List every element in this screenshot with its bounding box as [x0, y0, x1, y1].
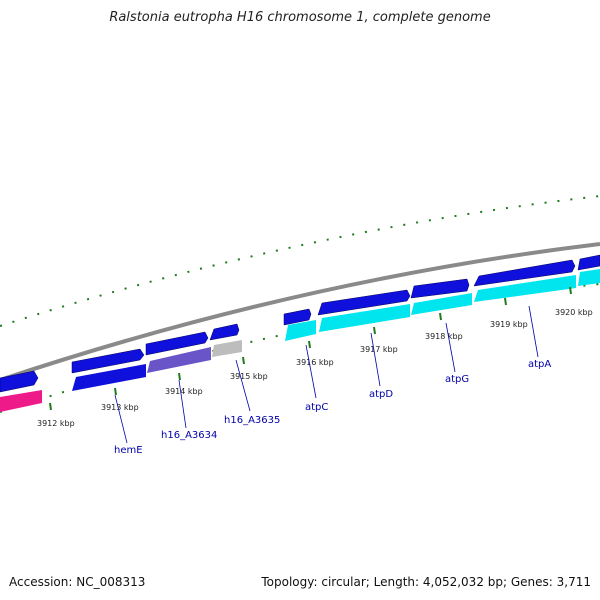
kbp-label: 3918 kbp [425, 332, 463, 341]
gene-label-hemE[interactable]: hemE [114, 445, 143, 456]
gene-arrow[interactable] [71, 348, 145, 374]
kbp-label: 3915 kbp [230, 372, 268, 381]
gene-label-atpG[interactable]: atpG [445, 374, 469, 385]
gene-arrow-purple[interactable] [147, 347, 211, 373]
gene-arrow[interactable] [283, 308, 312, 326]
gene-leader-lines [114, 305, 539, 444]
kbp-label: 3912 kbp [37, 419, 75, 428]
gene-arrow-cyan[interactable] [411, 293, 472, 315]
gene-label-h16-a3635[interactable]: h16_A3635 [224, 415, 280, 426]
accession-text: Accession: NC_008313 [9, 575, 146, 589]
kbp-label: 3914 kbp [165, 387, 203, 396]
outer-tick-ring [0, 195, 600, 327]
kbp-label: 3917 kbp [360, 345, 398, 354]
reverse-strand-genes [0, 269, 600, 412]
gene-arrow[interactable] [473, 259, 576, 287]
gene-arrow[interactable] [317, 289, 411, 316]
gene-arrow-cyan[interactable] [474, 275, 576, 302]
genome-backbone [0, 242, 600, 382]
gene-arrow[interactable] [0, 370, 39, 393]
kbp-label: 3916 kbp [296, 358, 334, 367]
gene-arrow-cyan[interactable] [319, 304, 410, 332]
gene-arrow-magenta[interactable] [0, 390, 42, 412]
genome-summary-text: Topology: circular; Length: 4,052,032 bp… [261, 575, 591, 589]
kbp-label: 3920 kbp [555, 308, 593, 317]
gene-arrow[interactable] [72, 364, 146, 391]
map-title: Ralstonia eutropha H16 chromosome 1, com… [109, 10, 491, 25]
gene-label-atpA[interactable]: atpA [528, 359, 551, 370]
gene-label-h16-a3634[interactable]: h16_A3634 [161, 430, 217, 441]
gene-arrow-cyan[interactable] [578, 269, 600, 286]
gene-arrow[interactable] [577, 254, 600, 271]
kbp-ticks [49, 286, 572, 411]
gene-arrow[interactable] [145, 331, 209, 356]
gene-arrow[interactable] [209, 323, 240, 341]
gene-label-atpD[interactable]: atpD [369, 389, 393, 400]
gene-arrow-cyan[interactable] [285, 320, 316, 341]
gene-arrow-gray[interactable] [212, 340, 242, 357]
gene-arrow[interactable] [410, 278, 470, 299]
inner-tick-ring [0, 283, 600, 413]
kbp-label: 3919 kbp [490, 320, 528, 329]
kbp-label: 3913 kbp [101, 403, 139, 412]
forward-strand-genes [0, 254, 600, 393]
gene-label-atpC[interactable]: atpC [305, 402, 328, 413]
